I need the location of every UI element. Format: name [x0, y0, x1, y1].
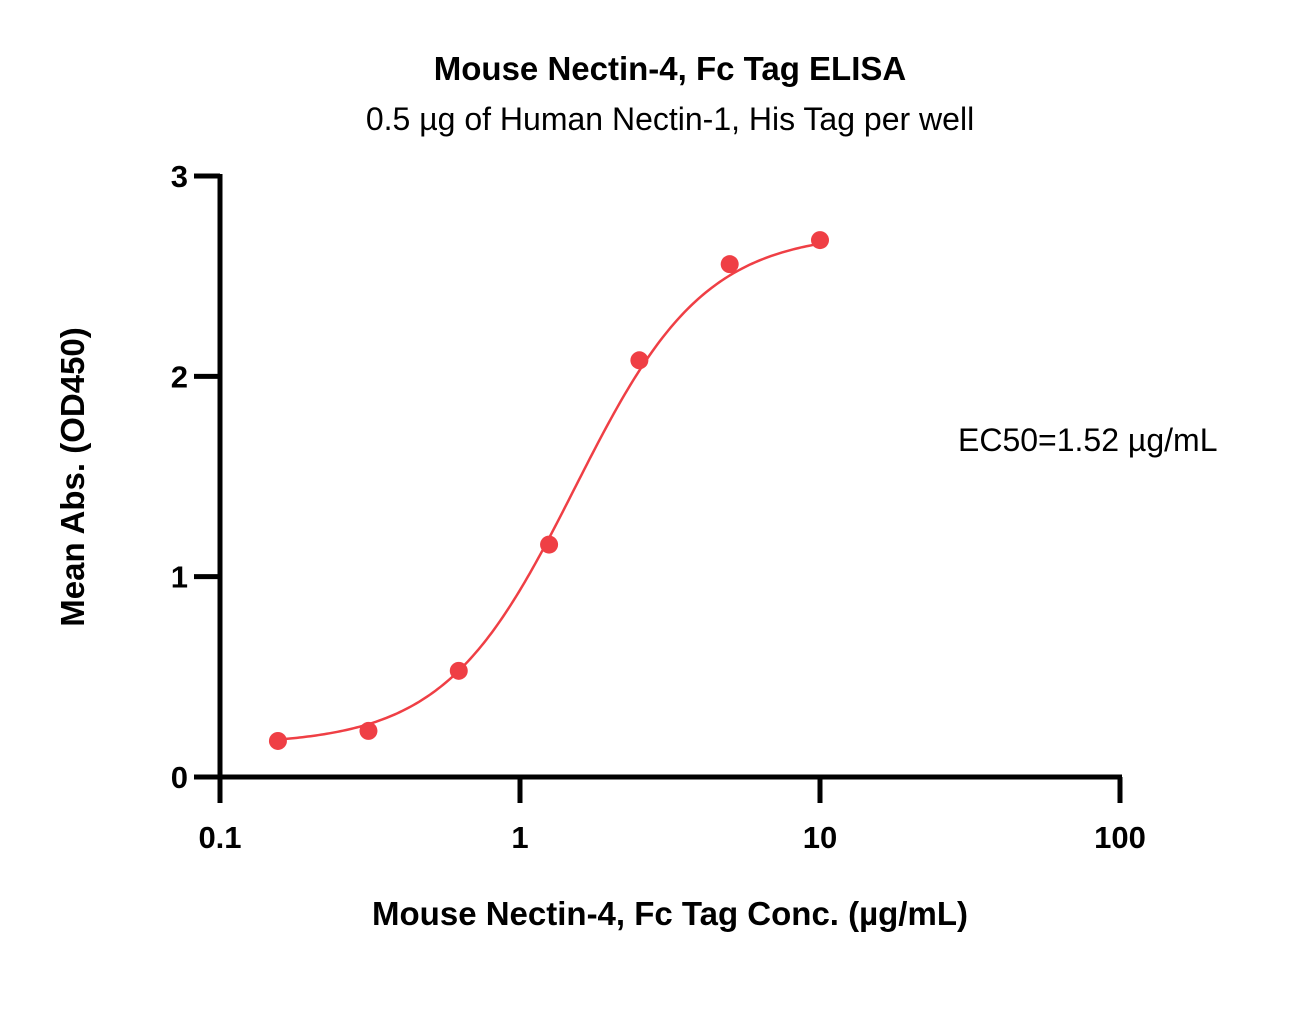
x-tick-label: 100 [1094, 820, 1146, 855]
x-tick-label: 0.1 [198, 820, 241, 855]
y-ticks: 0 1 2 3 [171, 159, 220, 795]
y-tick-label: 0 [171, 760, 188, 795]
data-point [720, 255, 739, 274]
chart-title: Mouse Nectin-4, Fc Tag ELISA [434, 50, 906, 87]
data-point [811, 231, 829, 250]
data-point [540, 535, 559, 554]
x-axis-label: Mouse Nectin-4, Fc Tag Conc. (µg/mL) [372, 895, 968, 932]
fit-curve [277, 242, 821, 741]
y-tick-label: 2 [171, 359, 188, 394]
axes [217, 174, 1122, 780]
data-points [268, 231, 829, 750]
data-point [359, 721, 378, 740]
x-tick-label: 1 [511, 820, 528, 855]
data-point [449, 661, 468, 680]
chart-subtitle: 0.5 µg of Human Nectin-1, His Tag per we… [366, 101, 974, 137]
y-tick-label: 1 [171, 560, 188, 595]
ec50-annotation: EC50=1.52 µg/mL [958, 422, 1217, 458]
x-tick-label: 10 [803, 820, 837, 855]
y-tick-label: 3 [171, 159, 188, 194]
data-point [268, 731, 287, 750]
y-axis-label: Mean Abs. (OD450) [54, 327, 91, 627]
data-point [630, 351, 649, 370]
x-ticks: 0.1 1 10 100 [198, 777, 1146, 855]
